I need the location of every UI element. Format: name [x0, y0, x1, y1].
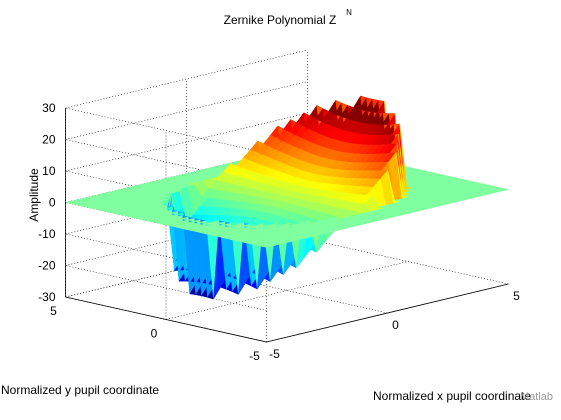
z-axis-label: Amplitude: [27, 168, 41, 222]
z-tick-label: 0: [49, 196, 56, 210]
frame-line: [266, 283, 509, 343]
x-tick-label: -5: [269, 347, 280, 361]
frame-line: [65, 296, 267, 343]
z-tick-label: -10: [38, 227, 56, 241]
axes-frame: [65, 108, 509, 343]
grid-line-y: [165, 261, 409, 320]
z-tick-label: 10: [42, 164, 56, 178]
z-tick-label: 30: [42, 101, 56, 115]
surface-plot: [65, 95, 509, 300]
z-tick-label: -20: [38, 259, 56, 273]
y-tick-label: -5: [249, 349, 260, 363]
x-tick-labels: -5 0 5: [269, 289, 520, 361]
y-tick-labels: 5 0 -5: [50, 304, 260, 363]
chart-title-superscript: N: [346, 8, 352, 17]
chart-title: Zernike Polynomial Z: [224, 13, 337, 27]
grid-line-z: [65, 112, 308, 172]
surface-cell: [495, 187, 509, 192]
watermark: Matlab: [520, 391, 553, 403]
x-tick-label: 5: [513, 289, 520, 303]
grid-line-z: [65, 265, 267, 311]
y-tick-label: 0: [151, 327, 158, 341]
grid-line-z: [65, 81, 308, 140]
z-tick-label: 20: [42, 133, 56, 147]
grid-line-z: [65, 107, 267, 154]
x-tick-label: 0: [392, 318, 399, 332]
y-tick-label: 5: [50, 304, 57, 318]
z-tick-labels: 30 20 10 0 -10 -20 -30: [38, 101, 56, 304]
y-axis-label: Normalized y pupil coordinate: [1, 383, 159, 397]
z-tick-label: -30: [38, 290, 56, 304]
x-axis-label: Normalized x pupil coordinate: [373, 389, 531, 403]
grid-line-x: [307, 238, 509, 285]
grid-line-z: [65, 49, 308, 109]
grid-line-z: [65, 139, 267, 185]
